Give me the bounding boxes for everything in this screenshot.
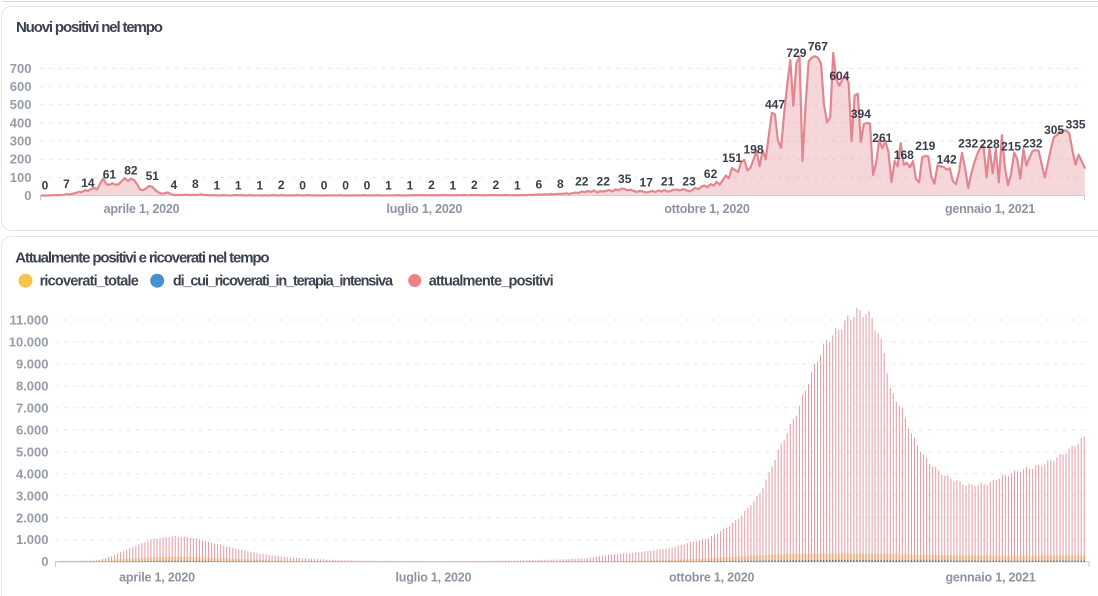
svg-text:394: 394 xyxy=(851,107,871,121)
svg-text:0: 0 xyxy=(342,179,349,193)
svg-text:400: 400 xyxy=(10,115,32,130)
svg-text:6.000: 6.000 xyxy=(16,422,49,437)
svg-text:8.000: 8.000 xyxy=(16,378,49,393)
svg-text:1: 1 xyxy=(235,178,242,192)
svg-text:261: 261 xyxy=(872,131,892,145)
svg-text:500: 500 xyxy=(10,97,32,112)
svg-text:2: 2 xyxy=(278,178,285,192)
svg-text:0: 0 xyxy=(41,554,48,569)
svg-text:305: 305 xyxy=(1044,123,1064,137)
svg-text:4: 4 xyxy=(170,178,177,192)
svg-text:8: 8 xyxy=(192,177,199,191)
svg-text:200: 200 xyxy=(10,152,32,167)
svg-text:attualmente_positivi: attualmente_positivi xyxy=(429,274,553,290)
svg-text:51: 51 xyxy=(146,169,160,183)
svg-text:1: 1 xyxy=(213,178,220,192)
svg-text:Nuovi positivi nel tempo: Nuovi positivi nel tempo xyxy=(16,19,163,36)
svg-text:23: 23 xyxy=(682,174,696,188)
svg-text:1: 1 xyxy=(385,178,392,192)
svg-text:447: 447 xyxy=(765,97,785,111)
svg-text:1: 1 xyxy=(256,178,263,192)
svg-text:232: 232 xyxy=(1023,136,1043,150)
svg-text:767: 767 xyxy=(808,39,828,53)
svg-text:aprile 1, 2020: aprile 1, 2020 xyxy=(119,571,195,585)
svg-text:151: 151 xyxy=(722,151,742,165)
svg-text:0: 0 xyxy=(299,179,306,193)
svg-text:1: 1 xyxy=(407,178,414,192)
svg-text:0: 0 xyxy=(42,179,49,193)
svg-text:7: 7 xyxy=(63,177,70,191)
svg-text:luglio 1, 2020: luglio 1, 2020 xyxy=(386,202,462,216)
svg-text:232: 232 xyxy=(958,136,978,150)
svg-text:2.000: 2.000 xyxy=(16,510,49,525)
svg-text:142: 142 xyxy=(937,153,957,167)
svg-text:0: 0 xyxy=(24,188,31,203)
svg-text:300: 300 xyxy=(10,134,32,149)
svg-text:1.000: 1.000 xyxy=(16,532,49,547)
svg-text:729: 729 xyxy=(786,46,806,60)
svg-text:1: 1 xyxy=(514,178,521,192)
svg-text:5.000: 5.000 xyxy=(16,444,49,459)
svg-text:10.000: 10.000 xyxy=(9,335,49,350)
svg-text:6: 6 xyxy=(535,177,542,191)
svg-text:35: 35 xyxy=(618,172,632,186)
svg-text:2: 2 xyxy=(428,178,435,192)
svg-text:21: 21 xyxy=(661,175,675,189)
svg-text:604: 604 xyxy=(829,69,849,83)
svg-text:600: 600 xyxy=(10,79,32,94)
svg-text:di_cui_ricoverati_in_terapia_i: di_cui_ricoverati_in_terapia_intensiva xyxy=(173,274,394,290)
svg-text:82: 82 xyxy=(124,164,138,178)
svg-text:8: 8 xyxy=(557,177,564,191)
svg-text:0: 0 xyxy=(364,179,371,193)
svg-text:ricoverati_totale: ricoverati_totale xyxy=(40,274,139,290)
svg-text:Attualmente positivi e ricover: Attualmente positivi e ricoverati nel te… xyxy=(15,250,269,267)
svg-text:22: 22 xyxy=(575,175,589,189)
svg-text:335: 335 xyxy=(1066,118,1086,132)
svg-text:9.000: 9.000 xyxy=(16,357,49,372)
svg-text:17: 17 xyxy=(640,175,654,189)
svg-text:ottobre 1, 2020: ottobre 1, 2020 xyxy=(664,202,749,216)
svg-text:219: 219 xyxy=(915,139,935,153)
svg-text:168: 168 xyxy=(894,148,914,162)
svg-text:1: 1 xyxy=(450,178,457,192)
svg-text:215: 215 xyxy=(1001,140,1021,154)
svg-text:gennaio 1, 2021: gennaio 1, 2021 xyxy=(945,202,1035,216)
svg-text:198: 198 xyxy=(743,143,763,157)
svg-text:0: 0 xyxy=(321,179,328,193)
svg-text:700: 700 xyxy=(10,61,32,76)
svg-text:100: 100 xyxy=(10,170,32,185)
svg-text:4.000: 4.000 xyxy=(16,466,49,481)
svg-text:ottobre 1, 2020: ottobre 1, 2020 xyxy=(669,571,754,585)
svg-text:gennaio 1, 2021: gennaio 1, 2021 xyxy=(945,571,1035,585)
svg-text:2: 2 xyxy=(493,178,500,192)
svg-text:3.000: 3.000 xyxy=(16,488,49,503)
svg-text:61: 61 xyxy=(103,167,117,181)
svg-text:62: 62 xyxy=(704,167,718,181)
svg-text:7.000: 7.000 xyxy=(16,400,49,415)
svg-text:228: 228 xyxy=(980,137,1000,151)
svg-text:aprile 1, 2020: aprile 1, 2020 xyxy=(104,202,180,216)
svg-text:luglio 1, 2020: luglio 1, 2020 xyxy=(396,571,472,585)
svg-text:11.000: 11.000 xyxy=(9,313,48,328)
svg-text:14: 14 xyxy=(81,176,95,190)
svg-text:22: 22 xyxy=(597,175,611,189)
svg-text:2: 2 xyxy=(471,178,478,192)
